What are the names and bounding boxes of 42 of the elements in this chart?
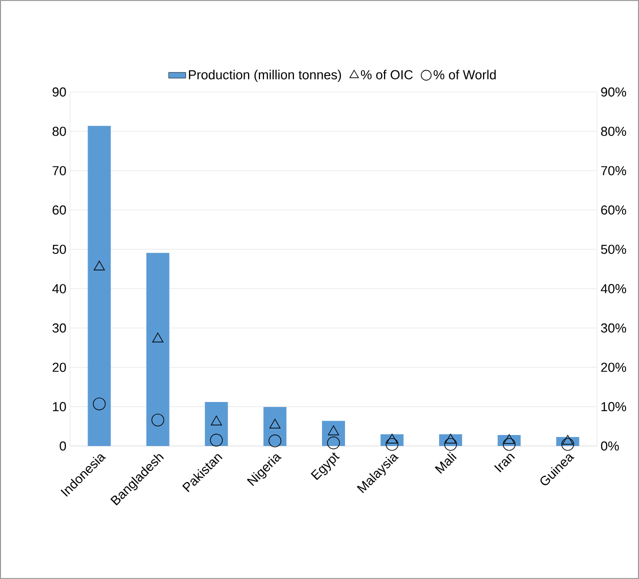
point (94, 260, 105, 270)
y2-tick-label: 0% (601, 441, 619, 451)
bar (263, 407, 286, 446)
y-tick-label: 60 (52, 205, 66, 215)
bar (88, 126, 111, 446)
y-tick-label: 40 (52, 284, 66, 294)
y-tick-label: 70 (52, 166, 66, 176)
y-tick-label: 90 (52, 87, 66, 97)
point (561, 438, 574, 451)
y-tick-label: 30 (52, 323, 66, 333)
y2-tick-label: 10% (602, 402, 626, 412)
point (562, 434, 574, 445)
y-tick-label: 10 (53, 402, 66, 412)
y2-tick-label: 80% (601, 126, 626, 136)
y-tick-label: 20 (52, 362, 66, 372)
legend-label: Production (million tonnes) (188, 70, 341, 82)
y-tick-label: 50 (52, 244, 66, 254)
legend-label: % of World (434, 70, 496, 80)
point (327, 436, 340, 450)
point (502, 438, 516, 451)
point (268, 434, 282, 448)
y2-tick-label: 50% (601, 244, 626, 254)
y2-tick-label: 90% (601, 87, 626, 97)
bar (204, 402, 228, 446)
y2-tick-label: 40% (600, 284, 626, 294)
point (444, 438, 457, 451)
point (386, 438, 398, 451)
y2-tick-label: 70% (601, 166, 626, 176)
point (151, 414, 164, 426)
y2-tick-label: 20% (601, 362, 626, 372)
point (152, 332, 164, 342)
y-tick-label: 80 (52, 126, 66, 136)
point (504, 434, 515, 444)
y2-tick-label: 30% (601, 323, 626, 333)
y2-tick-label: 60% (601, 205, 626, 215)
legend-label: % of OIC (360, 70, 413, 80)
y-tick-label: 0 (60, 441, 66, 451)
x-tick-label: Iran (494, 454, 515, 472)
point (92, 398, 106, 410)
bar (146, 252, 170, 446)
point (210, 434, 223, 446)
bar (322, 420, 345, 446)
